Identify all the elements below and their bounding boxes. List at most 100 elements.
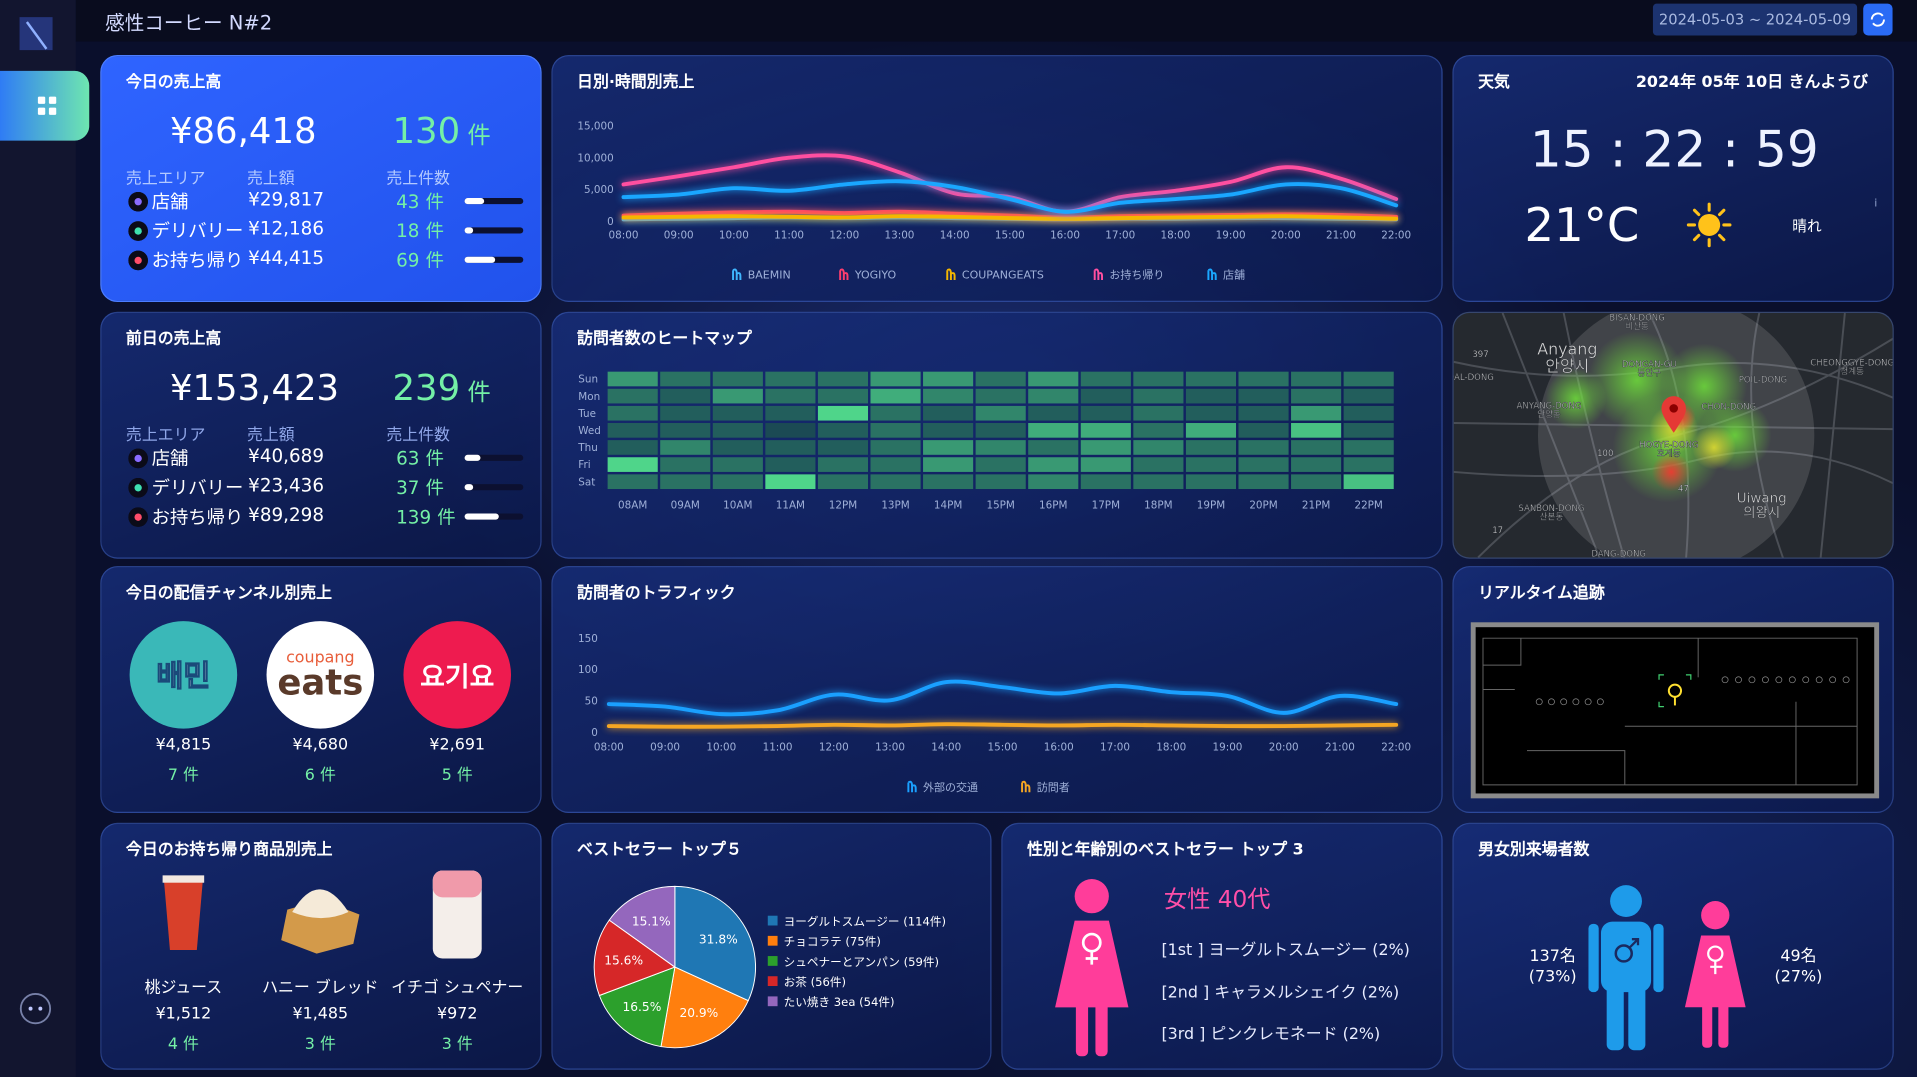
- legend-label: 外部の交通: [923, 781, 978, 794]
- legend-icon: [907, 780, 917, 793]
- column-label: 19PM: [1197, 500, 1225, 512]
- column-label: 21PM: [1302, 500, 1330, 512]
- legend-label: BAEMIN: [748, 269, 791, 282]
- plan-table: [1842, 676, 1850, 684]
- ranking-item: [3rd ] ピンクレモネード (2%): [1161, 1025, 1381, 1045]
- female-count: 49名: [1780, 947, 1817, 966]
- area-name: デリバリー: [151, 220, 244, 243]
- count-number: 130: [392, 110, 461, 152]
- map-card[interactable]: BISAN-DONG 비산동 Anyang 안양시 DONGAN-GU 동안구 CHEONG…: [1452, 311, 1894, 559]
- sun-ray: [1718, 233, 1726, 242]
- y-tick-label: 0: [607, 216, 614, 228]
- heat-cell: [712, 371, 763, 387]
- map-label: 산본동: [1540, 512, 1564, 523]
- heat-cell: [1238, 405, 1289, 421]
- heat-cell: [1343, 405, 1394, 421]
- road: [1562, 312, 1626, 558]
- heat-cell: [1080, 388, 1131, 404]
- column-label: 11AM: [776, 500, 805, 512]
- heat-cell: [870, 457, 921, 472]
- heat-cell: [1080, 371, 1131, 387]
- plan-table: [1560, 698, 1568, 706]
- area-count: 63 件: [396, 445, 444, 471]
- plan-table: [1584, 698, 1592, 706]
- row-label: Sat: [578, 476, 595, 488]
- heat-cell: [1133, 371, 1184, 387]
- count-unit: 件: [437, 506, 456, 529]
- map-label: Anyang: [1537, 340, 1597, 359]
- logo-text: coupang: [286, 648, 354, 667]
- total-sales: ¥86,418: [169, 110, 317, 152]
- x-tick-label: 15:00: [995, 229, 1025, 241]
- heat-cell: [712, 457, 763, 472]
- pie-slice: [674, 885, 757, 1002]
- heatmap-card: 訪問者数のヒートマップ Sun Mon Tue Wed Thu Fri Sat 08AM 09AM…: [551, 311, 1443, 559]
- area-count: 43 件: [396, 188, 444, 214]
- road: [1819, 312, 1846, 558]
- y-tick-label: 0: [591, 727, 598, 739]
- card-title: 前日の売上高: [125, 330, 222, 349]
- line-chart: 0 50 100 150 08:00 09:00 10:00 11:00 12:00 13:00 1…: [578, 633, 1411, 794]
- heat-cell: [1185, 405, 1237, 421]
- map-label: 청계동: [1840, 365, 1864, 377]
- channel-logo: [266, 621, 375, 729]
- heat-cell: [975, 440, 1026, 455]
- heat-cell: [817, 388, 869, 404]
- count-number: 139: [396, 506, 432, 529]
- heat-cell: [1343, 388, 1394, 404]
- road: [1501, 312, 1601, 558]
- icon-cell: [48, 107, 57, 115]
- x-tick-label: 17:00: [1105, 229, 1135, 241]
- female-share: (27%): [1774, 968, 1823, 987]
- segment: 女性 40代: [1163, 886, 1271, 914]
- date-range[interactable]: 2024-05-03 ~ 2024-05-09: [1652, 3, 1858, 36]
- card-title: リアルタイム追跡: [1478, 584, 1605, 603]
- card-title: 今日の売上高: [125, 73, 222, 92]
- area-name: お持ち帰り: [151, 249, 244, 272]
- plan-table: [1548, 698, 1555, 706]
- column-label: 09AM: [671, 500, 700, 512]
- bot-icon[interactable]: [19, 993, 52, 1025]
- male-head: [1610, 885, 1642, 918]
- column-label: 12PM: [829, 500, 857, 512]
- heat-cell: [1080, 474, 1131, 490]
- column-label: 18PM: [1144, 500, 1172, 512]
- legend-icon: [1207, 268, 1217, 280]
- x-tick-label: 11:00: [774, 229, 804, 241]
- column-label: 15PM: [986, 500, 1014, 512]
- heat-cell: [607, 457, 658, 472]
- heat-cell: [1080, 423, 1131, 438]
- weather-card: 天気 2024年 05年 10日 きんようび 15 : 22 : 59 21°C 晴れ i: [1452, 55, 1894, 302]
- column-header: 売上件数: [386, 169, 450, 189]
- heat-cell: [923, 440, 974, 455]
- count-unit: 件: [425, 476, 444, 499]
- ranking-item: [2nd ] キャラメルシェイク (2%): [1161, 983, 1400, 1002]
- heat-blob: [1651, 452, 1691, 492]
- heat-cell: [765, 423, 816, 438]
- map-label: DANG-DONG: [1591, 549, 1646, 558]
- count-number: 18: [396, 220, 420, 243]
- heat-cell: [870, 388, 921, 404]
- x-tick-label: 12:00: [819, 742, 849, 754]
- floor-plan: [1470, 622, 1880, 799]
- legend-label: チョコラテ (75件): [784, 935, 881, 949]
- total-sales: ¥153,423: [169, 366, 340, 409]
- nav-dashboard[interactable]: [0, 70, 90, 141]
- x-tick-label: 16:00: [1044, 742, 1074, 754]
- column-header: 売上額: [246, 426, 295, 446]
- plan-table: [1572, 698, 1580, 706]
- heat-cell: [1133, 405, 1184, 421]
- x-tick-label: 08:00: [594, 742, 624, 754]
- bar-track: [464, 198, 524, 205]
- bread-cream: [292, 889, 349, 919]
- column-header: 売上件数: [386, 426, 450, 446]
- refresh-button[interactable]: [1863, 3, 1893, 36]
- card-title: 男女別来場者数: [1478, 841, 1590, 860]
- total-count: 130 件: [392, 110, 490, 152]
- plan-wall: [1482, 638, 1522, 666]
- x-tick-label: 14:00: [931, 742, 961, 754]
- y-tick-label: 50: [585, 696, 598, 708]
- row-label: Wed: [578, 425, 601, 437]
- heat-cell: [607, 474, 658, 490]
